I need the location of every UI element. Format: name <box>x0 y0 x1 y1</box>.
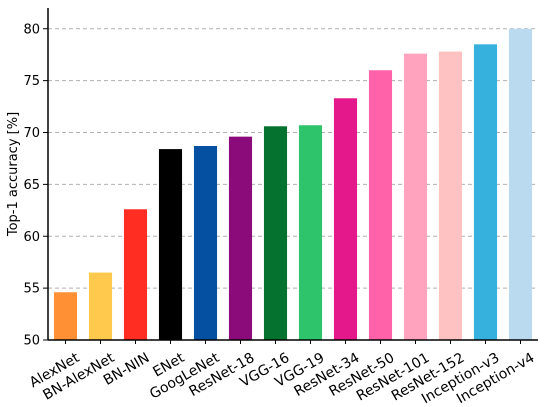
bar-resnet-18 <box>228 136 253 340</box>
bar-bn-nin <box>123 209 148 340</box>
y-tick-label: 65 <box>23 178 40 193</box>
y-tick-label: 70 <box>23 126 40 141</box>
bar-vgg-16 <box>263 126 288 341</box>
bar-inception-v4 <box>508 28 533 340</box>
bars <box>53 28 533 341</box>
y-tick-label: 55 <box>23 282 40 297</box>
bar-vgg-19 <box>298 125 323 340</box>
y-tick-label: 75 <box>23 74 40 89</box>
bar-alexnet <box>53 292 78 340</box>
bar-enet <box>158 149 183 340</box>
y-tick-label: 80 <box>23 22 40 37</box>
y-tick-label: 50 <box>23 334 40 349</box>
x-tick-labels: AlexNetBN-AlexNetBN-NINENetGoogLeNetResN… <box>27 350 537 407</box>
grid-lines <box>48 28 538 289</box>
bar-inception-v3 <box>473 44 498 340</box>
bar-resnet-101 <box>403 53 428 341</box>
y-axis-label: Top-1 accuracy [%] <box>6 112 21 237</box>
bar-resnet-152 <box>438 51 463 340</box>
bar-resnet-50 <box>368 70 393 340</box>
y-tick-labels: 50 55 60 65 70 75 80 <box>23 22 40 348</box>
bar-bn-alexnet <box>88 272 113 340</box>
y-tick-label: 60 <box>23 230 40 245</box>
bar-googlenet <box>193 145 218 340</box>
bar-resnet-34 <box>333 98 358 340</box>
axes <box>43 8 538 344</box>
